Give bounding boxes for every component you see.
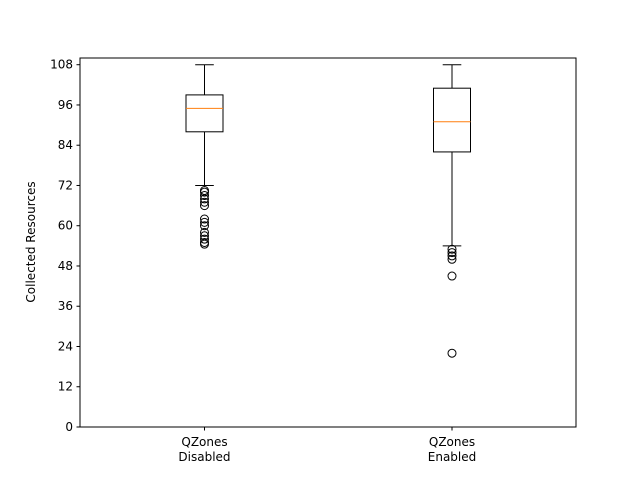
outlier-point xyxy=(200,187,209,197)
y-tick-label: 60 xyxy=(58,219,73,233)
outlier-point xyxy=(200,227,209,237)
y-tick-label: 84 xyxy=(58,138,73,152)
y-tick-label: 12 xyxy=(58,380,73,394)
outlier-point xyxy=(200,214,209,224)
y-tick-label: 0 xyxy=(65,420,73,434)
outlier-point xyxy=(447,254,457,264)
outlier-point xyxy=(200,239,209,249)
box-iqr xyxy=(433,87,471,153)
outlier-point xyxy=(200,201,209,211)
x-tick-label: Enabled xyxy=(428,450,477,464)
outlier-point xyxy=(200,217,209,227)
y-axis-label: Collected Resources xyxy=(24,181,38,302)
y-tick-label: 48 xyxy=(58,259,73,273)
plot-frame xyxy=(79,57,577,428)
outlier-point xyxy=(447,348,457,358)
box-iqr xyxy=(185,94,224,133)
outlier-point xyxy=(447,271,457,281)
outlier-point xyxy=(447,248,457,258)
outlier-point xyxy=(447,244,457,254)
y-tick-label: 36 xyxy=(58,299,73,313)
y-tick-label: 72 xyxy=(58,178,73,192)
outlier-point xyxy=(200,197,209,207)
x-tick-label: QZones xyxy=(429,435,475,449)
outlier-point xyxy=(200,234,209,244)
y-axis: 0 12 24 36 48 60 72 84 96 108 xyxy=(50,58,80,434)
outlier-point xyxy=(447,251,457,261)
boxes xyxy=(185,64,471,358)
x-tick-label: QZones xyxy=(181,435,227,449)
y-tick-label: 108 xyxy=(50,58,73,72)
outlier-point xyxy=(200,221,209,231)
y-tick-label: 24 xyxy=(58,339,73,353)
outlier-point xyxy=(200,191,209,201)
plot-area xyxy=(79,57,577,428)
outlier-point xyxy=(200,194,209,204)
x-tick-label: Disabled xyxy=(178,450,230,464)
y-tick-label: 96 xyxy=(58,98,73,112)
